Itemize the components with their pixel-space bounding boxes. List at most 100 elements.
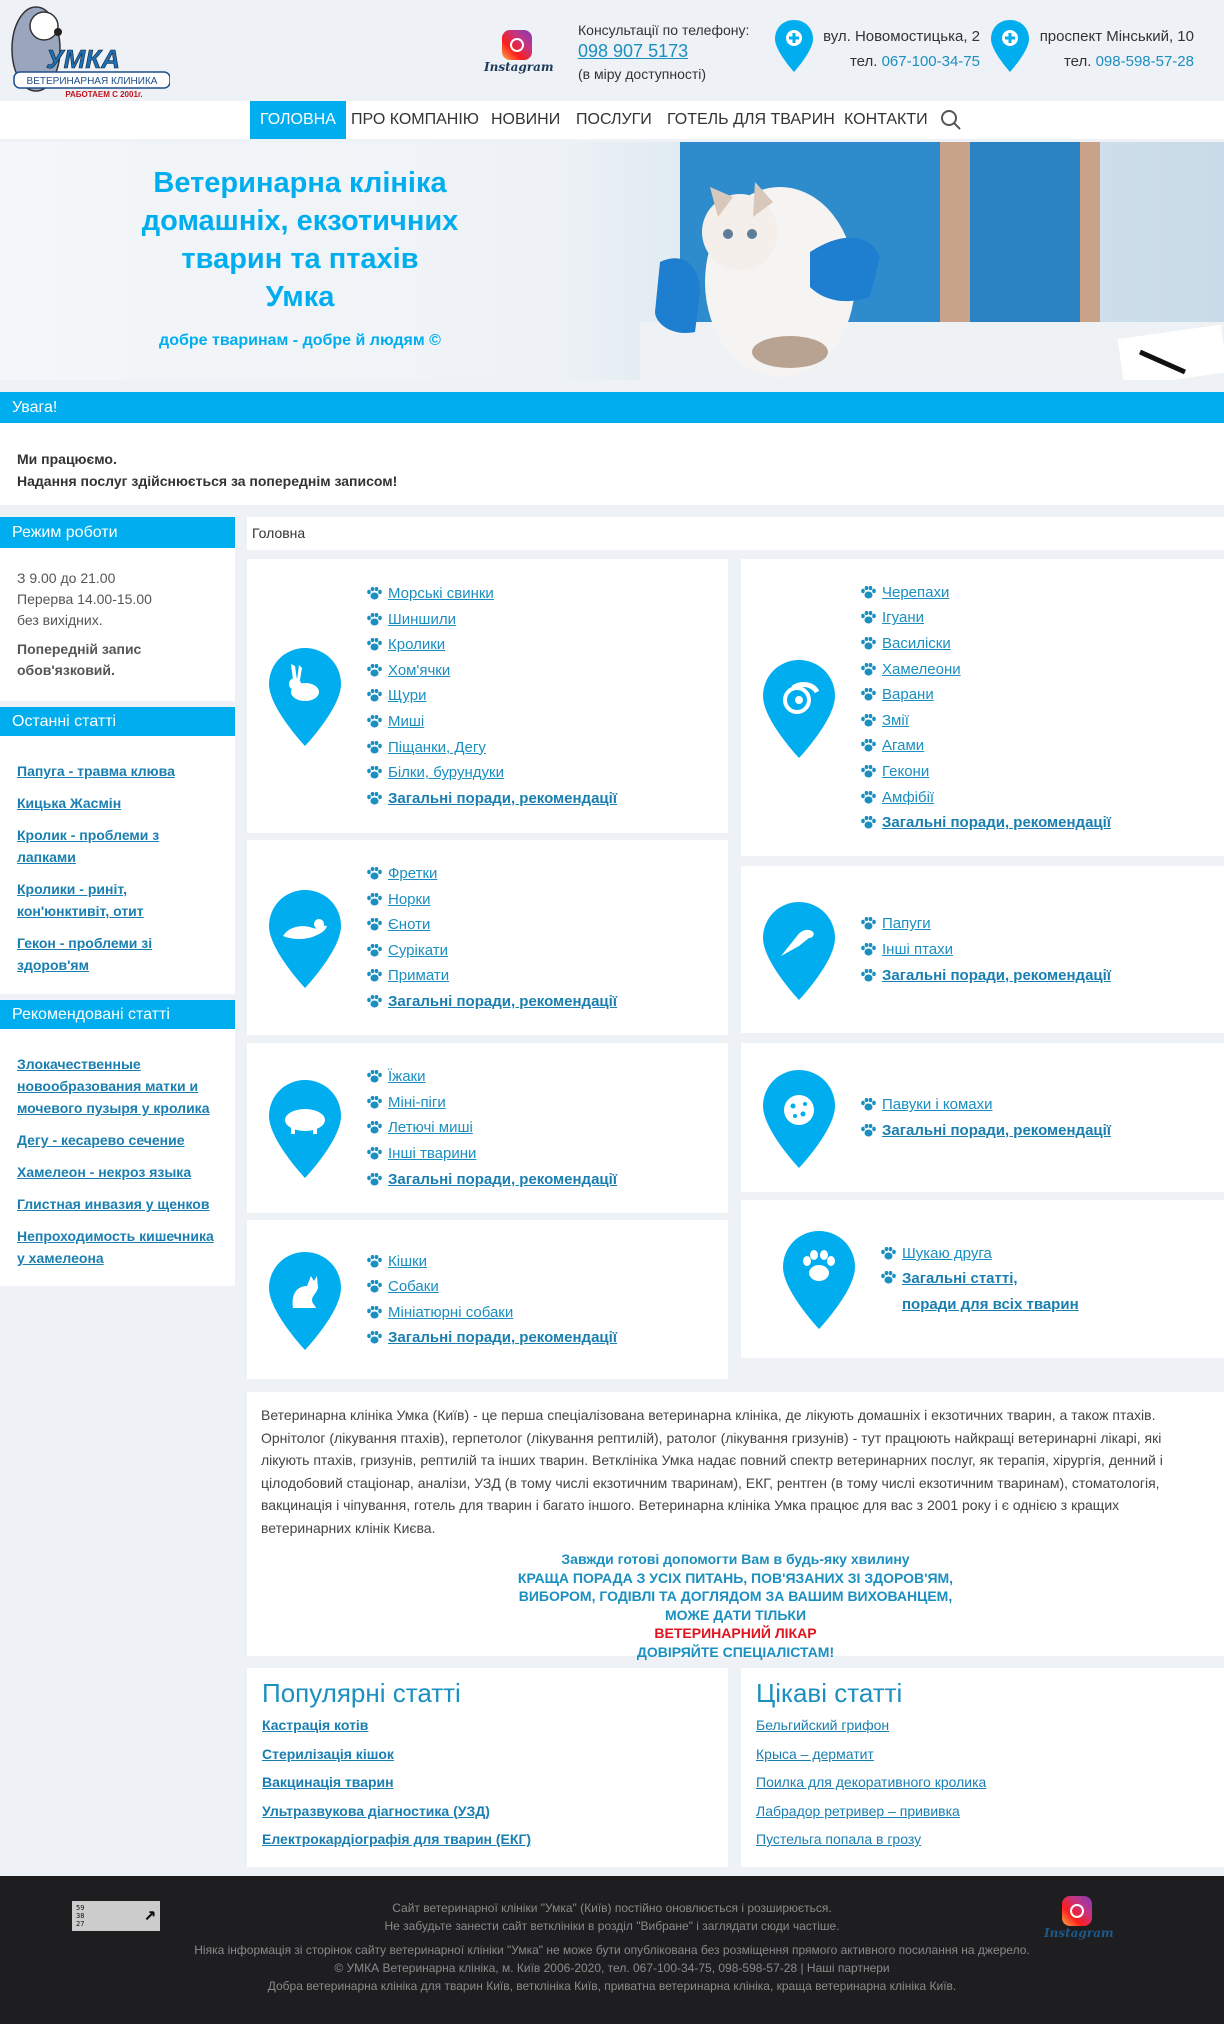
general-advice-link[interactable]: Загальні поради, рекомендації xyxy=(882,966,1112,984)
branch-2: проспект Мінський, 10 тел. 098-598-57-28 xyxy=(1030,28,1194,70)
category-link[interactable]: Хом'ячки xyxy=(388,661,451,679)
paw-icon xyxy=(367,1331,382,1344)
article-link[interactable]: Кастрація котів xyxy=(262,1717,369,1733)
article-link[interactable]: Глистная инвазия у щенков xyxy=(17,1196,210,1212)
category-link[interactable]: Хамелеони xyxy=(882,660,961,678)
category-link[interactable]: Сурікати xyxy=(388,941,448,959)
category-link[interactable]: Амфібії xyxy=(882,788,935,806)
category-link[interactable]: Шукаю друга xyxy=(902,1244,992,1262)
paw-icon xyxy=(367,994,382,1008)
consult-label: Консультації по телефону: xyxy=(578,22,750,38)
category-link[interactable]: Міні-піги xyxy=(388,1093,446,1111)
category-link[interactable]: Єноти xyxy=(388,916,431,934)
slogan-line: Завжди готові допомогти Вам в будь-яку х… xyxy=(561,1551,910,1567)
category-item: Хамелеони xyxy=(861,656,1111,682)
general-advice-link[interactable]: Загальні поради, рекомендації xyxy=(388,789,618,807)
article-link[interactable]: Електрокардіографія для тварин (ЕКГ) xyxy=(262,1831,532,1847)
visit-counter[interactable]: 59 38 27 ↗ xyxy=(72,1901,160,1931)
ferret-icon[interactable] xyxy=(269,889,341,988)
nav-news[interactable]: НОВИНИ xyxy=(491,111,561,128)
category-link[interactable]: Миші xyxy=(388,713,425,731)
article-link[interactable]: Бельгийский грифон xyxy=(756,1717,890,1733)
category-link[interactable]: Василіски xyxy=(882,634,951,652)
article-link[interactable]: Дегу - кесарево сечение xyxy=(17,1132,185,1148)
consult-phone[interactable]: 098 907 5173 xyxy=(578,41,689,61)
article-link[interactable]: Папуга - травма клюва xyxy=(17,763,175,779)
latest-articles-title: Останні статті xyxy=(0,707,235,736)
instagram-link[interactable]: Instagram xyxy=(484,30,554,74)
nav-hotel[interactable]: ГОТЕЛЬ ДЛЯ ТВАРИН xyxy=(667,111,835,128)
article-link[interactable]: Непроходимость кишечника у хамелеона xyxy=(17,1228,214,1266)
category-link[interactable]: Павуки і комахи xyxy=(882,1096,993,1114)
counter-value: 27 xyxy=(76,1920,85,1928)
paw-print-icon[interactable] xyxy=(783,1231,855,1329)
category-item: Загальні поради, рекомендації xyxy=(861,810,1111,836)
category-link[interactable]: Білки, бурундуки xyxy=(388,764,504,782)
parrot-icon[interactable] xyxy=(763,901,835,1000)
category-link[interactable]: Черепахи xyxy=(882,583,950,601)
category-link[interactable]: Їжаки xyxy=(388,1068,426,1086)
paw-icon xyxy=(861,1123,876,1137)
category-item: Папуги xyxy=(861,911,1111,937)
pig-icon[interactable] xyxy=(269,1080,341,1178)
general-advice-link[interactable]: Загальні поради, рекомендації xyxy=(882,814,1112,832)
article-link[interactable]: Ультразвукова діагностика (УЗД) xyxy=(262,1802,490,1819)
category-link[interactable]: Кішки xyxy=(388,1252,428,1270)
category-link[interactable]: Піщанки, Дегу xyxy=(388,738,486,756)
nav-services[interactable]: ПОСЛУГИ xyxy=(576,111,652,128)
footer-instagram-link[interactable]: Instagram xyxy=(1044,1896,1114,1940)
category-link[interactable]: Собаки xyxy=(388,1278,439,1296)
article-link[interactable]: Кролики - риніт, кон'юнктивіт, отит xyxy=(17,881,144,919)
category-link[interactable]: Летючі миші xyxy=(388,1119,473,1137)
article-link[interactable]: Хамелеон - некроз языка xyxy=(17,1164,192,1180)
general-advice-link[interactable]: Загальні поради, рекомендації xyxy=(882,1121,1112,1139)
nav-contacts[interactable]: КОНТАКТИ xyxy=(844,111,928,128)
article-link[interactable]: Лабрадор ретривер – прививка xyxy=(756,1802,960,1819)
category-link[interactable]: Примати xyxy=(388,967,450,985)
nav-about[interactable]: ПРО КОМПАНІЮ xyxy=(351,111,479,128)
partners-link[interactable]: Наші партнери xyxy=(806,1961,890,1975)
article-link[interactable]: Гекон - проблеми зі здоров'ям xyxy=(17,935,153,973)
category-link[interactable]: Ігуани xyxy=(882,609,924,627)
category-link[interactable]: Агами xyxy=(882,737,925,755)
general-advice-link[interactable]: Загальні поради, рекомендації xyxy=(388,1329,618,1347)
article-link[interactable]: Злокачественные новообразования матки и … xyxy=(17,1056,210,1116)
category-item: Фретки xyxy=(367,861,617,887)
category-link[interactable]: Морські свинки xyxy=(388,585,494,603)
category-link[interactable]: Норки xyxy=(388,890,431,908)
category-link[interactable]: Гекони xyxy=(882,762,930,780)
copyright-link[interactable]: © УМКА Ветеринарна клініка, м. Київ 2006… xyxy=(334,1961,602,1975)
category-link[interactable]: Шиншили xyxy=(388,610,456,628)
category-link[interactable]: Мініатюрні собаки xyxy=(388,1303,514,1321)
article-link[interactable]: Кролик - проблеми з лапками xyxy=(17,827,160,865)
article-link[interactable]: Вакцинація тварин xyxy=(262,1774,394,1790)
article-link[interactable]: Поилка для декоративного кролика xyxy=(756,1774,987,1790)
search-icon[interactable] xyxy=(940,109,962,136)
category-link[interactable]: Варани xyxy=(882,686,934,704)
logo[interactable]: УМКА ВЕТЕРИНАРНАЯ КЛИНИКА РАБОТАЕМ С 200… xyxy=(6,4,171,100)
branch-phone[interactable]: 067-100-34-75 xyxy=(881,53,980,70)
article-link[interactable]: Крыса – дерматит xyxy=(756,1745,874,1762)
category-link[interactable]: Папуги xyxy=(882,915,931,933)
article-link[interactable]: Пустельга попала в грозу xyxy=(756,1831,922,1847)
category-link[interactable]: Фретки xyxy=(388,864,438,882)
paw-icon xyxy=(367,766,382,779)
category-link[interactable]: Змії xyxy=(882,711,909,729)
chameleon-icon[interactable] xyxy=(763,659,835,758)
rabbit-icon[interactable] xyxy=(269,648,341,746)
nav-home[interactable]: ГОЛОВНА xyxy=(250,101,346,139)
general-advice-link[interactable]: Загальні поради, рекомендації xyxy=(388,992,618,1010)
branch-phone[interactable]: 098-598-57-28 xyxy=(1095,53,1194,70)
paw-icon xyxy=(367,969,382,982)
hero-title-line: Умка xyxy=(265,281,335,313)
category-link[interactable]: Щури xyxy=(388,687,427,705)
category-link[interactable]: Інші птахи xyxy=(882,940,954,958)
category-link[interactable]: Кролики xyxy=(388,636,446,654)
general-advice-link[interactable]: Загальні поради, рекомендації xyxy=(388,1170,618,1188)
cat-icon[interactable] xyxy=(269,1251,341,1350)
article-link[interactable]: Стерилізація кішок xyxy=(262,1745,394,1762)
category-link[interactable]: Інші тварини xyxy=(388,1145,477,1163)
ladybug-icon[interactable] xyxy=(763,1069,835,1168)
article-link[interactable]: Кицька Жасмін xyxy=(17,795,122,811)
general-advice-link[interactable]: Загальні статті, поради для всіх тварин xyxy=(902,1270,1079,1313)
